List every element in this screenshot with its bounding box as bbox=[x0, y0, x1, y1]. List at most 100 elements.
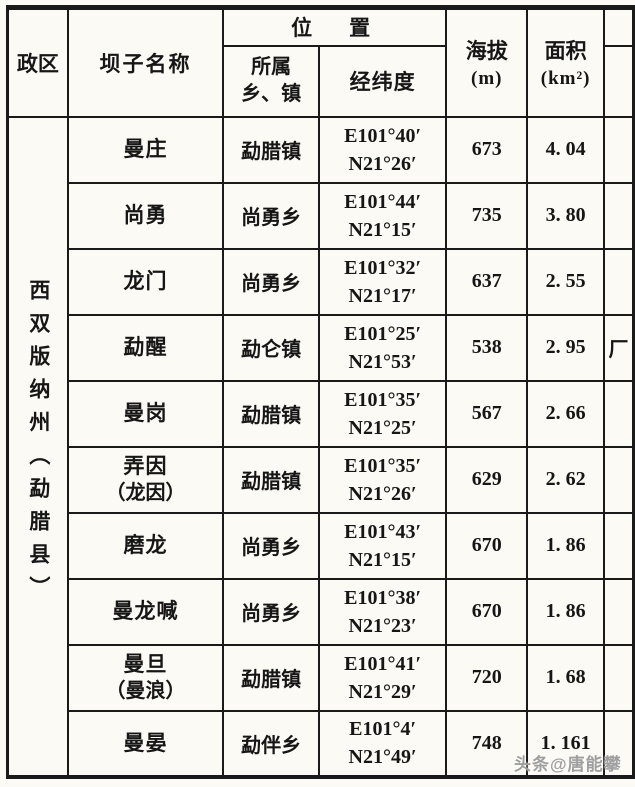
latitude: N21°26′ bbox=[348, 482, 417, 505]
longitude: E101°40′ bbox=[344, 124, 422, 147]
area-cell: 4. 04 bbox=[526, 115, 605, 184]
longitude: E101°41′ bbox=[344, 652, 422, 675]
coordinates-cell: E101°40′ N21°26′ bbox=[318, 115, 448, 184]
latitude: N21°26′ bbox=[348, 152, 417, 175]
table-row: 尚勇 尚勇乡 E101°44′ N21°15′ 735 3. 80 bbox=[8, 181, 635, 250]
township-cell: 勐腊镇 bbox=[222, 643, 321, 712]
header-elevation-unit: (m) bbox=[471, 68, 503, 90]
table-row: 弄因 （龙因） 勐腊镇 E101°35′ N21°26′ 629 2. 62 bbox=[8, 445, 635, 514]
longitude: E101°43′ bbox=[344, 520, 422, 543]
region-vertical-text: 西双版纳州（勐腊县） bbox=[26, 278, 50, 609]
basin-name: 曼庄 bbox=[123, 138, 168, 161]
table-row: 曼晏 勐伴乡 E101°4′ N21°49′ 748 1. 161 bbox=[8, 709, 635, 778]
header-edge-partial-top bbox=[602, 6, 635, 47]
edge-partial-cell bbox=[602, 445, 635, 514]
basin-name: 曼旦 bbox=[123, 652, 168, 676]
area-cell: 1. 161 bbox=[526, 709, 605, 778]
header-region: 政区 bbox=[6, 6, 69, 118]
table-row: 西双版纳州（勐腊县） 曼庄 勐腊镇 E101°40′ N21°26′ 673 4… bbox=[6, 115, 635, 778]
latitude: N21°29′ bbox=[348, 680, 417, 703]
township-cell: 尚勇乡 bbox=[222, 577, 321, 646]
table-row: 曼岗 勐腊镇 E101°35′ N21°25′ 567 2. 66 bbox=[8, 379, 635, 448]
township-cell: 勐腊镇 bbox=[222, 379, 321, 448]
edge-partial-cell bbox=[602, 181, 635, 250]
header-edge-partial-bottom bbox=[602, 44, 635, 118]
township-cell: 勐腊镇 bbox=[222, 115, 321, 184]
header-area-label: 面积 bbox=[544, 40, 587, 64]
table-row: 勐醒 勐仑镇 E101°25′ N21°53′ 538 2. 95 厂 bbox=[8, 313, 635, 382]
header-area-unit: (km²) bbox=[540, 68, 591, 90]
elevation-cell: 720 bbox=[445, 643, 529, 712]
longitude: E101°35′ bbox=[344, 454, 422, 477]
area-cell: 2. 95 bbox=[526, 313, 605, 382]
watermark: 头条@唐能攀 bbox=[514, 755, 622, 774]
basin-name-cell: 曼岗 bbox=[66, 379, 225, 448]
header-coordinates: 经纬度 bbox=[318, 44, 448, 118]
coordinates-cell: E101°4′ N21°49′ bbox=[318, 709, 448, 778]
basin-name-cell: 龙门 bbox=[66, 247, 225, 316]
longitude: E101°25′ bbox=[344, 322, 422, 345]
header-area: 面积 (km²) bbox=[526, 6, 605, 118]
township-cell: 尚勇乡 bbox=[222, 181, 321, 250]
area-cell: 1. 68 bbox=[526, 643, 605, 712]
basin-name: 尚勇 bbox=[123, 204, 168, 227]
elevation-cell: 538 bbox=[445, 313, 529, 382]
latitude: N21°53′ bbox=[348, 350, 417, 373]
basin-name: 曼岗 bbox=[123, 402, 168, 425]
basin-name-cell: 磨龙 bbox=[66, 511, 225, 580]
area-cell: 1. 86 bbox=[526, 511, 605, 580]
header-row-1: 政区 坝子名称 位 置 海拔 (m) 面积 (km²) bbox=[6, 6, 635, 118]
basin-name-cell: 曼庄 bbox=[66, 115, 225, 184]
longitude: E101°32′ bbox=[344, 256, 422, 279]
area-cell: 3. 80 bbox=[526, 181, 605, 250]
latitude: N21°15′ bbox=[348, 548, 417, 571]
elevation-cell: 748 bbox=[445, 709, 529, 778]
table-row: 曼龙喊 尚勇乡 E101°38′ N21°23′ 670 1. 86 bbox=[8, 577, 635, 646]
elevation-cell: 670 bbox=[445, 511, 529, 580]
edge-partial-cell bbox=[602, 247, 635, 316]
basin-name: 曼龙喊 bbox=[112, 600, 179, 623]
edge-partial-cell bbox=[602, 511, 635, 580]
latitude: N21°17′ bbox=[348, 284, 417, 307]
edge-partial-cell bbox=[602, 379, 635, 448]
latitude: N21°15′ bbox=[348, 218, 417, 241]
edge-partial-cell bbox=[602, 643, 635, 712]
area-cell: 1. 86 bbox=[526, 577, 605, 646]
basin-name-cell: 曼龙喊 bbox=[66, 577, 225, 646]
latitude: N21°23′ bbox=[348, 614, 417, 637]
header-elevation: 海拔 (m) bbox=[445, 6, 529, 118]
basin-name: 弄因 bbox=[123, 454, 168, 478]
header-township: 所属 乡、镇 bbox=[222, 44, 321, 118]
basins-table: 政区 坝子名称 位 置 海拔 (m) 面积 (km²) 所属 乡、镇 经纬度 西… bbox=[6, 5, 635, 779]
latitude: N21°25′ bbox=[348, 416, 417, 439]
header-township-line1: 所属 bbox=[251, 56, 292, 78]
edge-partial-cell bbox=[602, 115, 635, 184]
basin-name-cell: 勐醒 bbox=[66, 313, 225, 382]
table-row: 曼旦 （曼浪） 勐腊镇 E101°41′ N21°29′ 720 1. 68 bbox=[8, 643, 635, 712]
header-basin-name: 坝子名称 bbox=[66, 6, 225, 118]
region-cell: 西双版纳州（勐腊县） bbox=[6, 115, 69, 778]
elevation-cell: 629 bbox=[445, 445, 529, 514]
latitude: N21°49′ bbox=[348, 746, 417, 768]
longitude: E101°35′ bbox=[344, 388, 422, 411]
township-cell: 尚勇乡 bbox=[222, 247, 321, 316]
basin-name: 磨龙 bbox=[123, 534, 168, 557]
area-cell: 2. 66 bbox=[526, 379, 605, 448]
header-township-line2: 乡、镇 bbox=[241, 83, 302, 105]
edge-partial-cell bbox=[602, 577, 635, 646]
longitude: E101°38′ bbox=[344, 586, 422, 609]
edge-partial-cell bbox=[602, 709, 635, 778]
coordinates-cell: E101°43′ N21°15′ bbox=[318, 511, 448, 580]
table-row: 龙门 尚勇乡 E101°32′ N21°17′ 637 2. 55 bbox=[8, 247, 635, 316]
table-row: 磨龙 尚勇乡 E101°43′ N21°15′ 670 1. 86 bbox=[8, 511, 635, 580]
basin-name-sub: （曼浪） bbox=[105, 679, 186, 702]
coordinates-cell: E101°35′ N21°26′ bbox=[318, 445, 448, 514]
coordinates-cell: E101°25′ N21°53′ bbox=[318, 313, 448, 382]
basin-name-cell: 尚勇 bbox=[66, 181, 225, 250]
basin-name: 勐醒 bbox=[123, 336, 168, 359]
township-cell: 尚勇乡 bbox=[222, 511, 321, 580]
longitude: E101°44′ bbox=[344, 190, 422, 213]
township-cell: 勐腊镇 bbox=[222, 445, 321, 514]
township-cell: 勐仑镇 bbox=[222, 313, 321, 382]
